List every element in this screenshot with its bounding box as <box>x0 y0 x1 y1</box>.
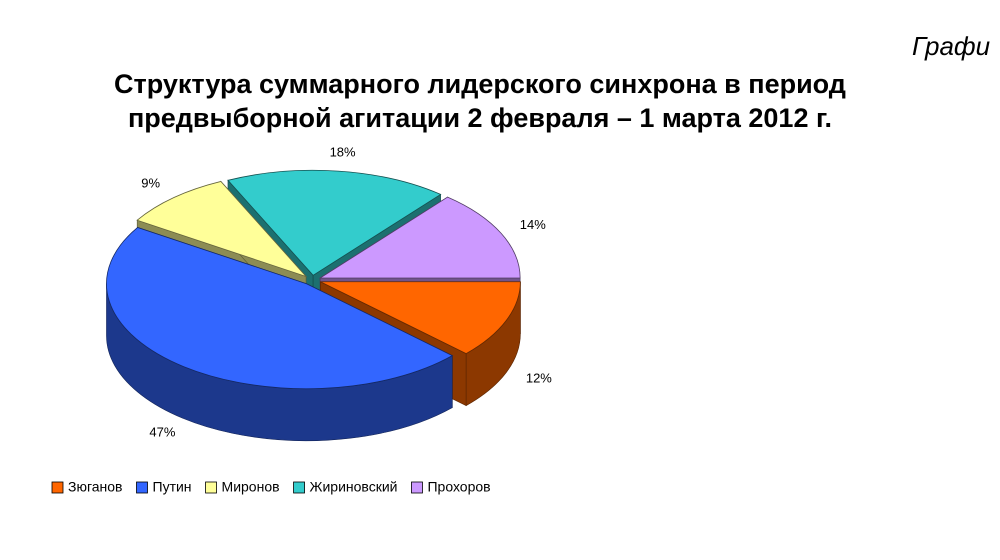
legend-label: Путин <box>153 479 192 495</box>
data-label: 47% <box>149 425 175 440</box>
legend-swatch <box>293 481 305 494</box>
data-label: 12% <box>526 371 552 386</box>
legend-label: Миронов <box>222 479 280 495</box>
slice <box>106 227 454 390</box>
slice <box>136 181 308 278</box>
legend-label: Жириновский <box>310 479 398 495</box>
chart-title: Структура суммарного лидерского синхрона… <box>114 69 846 99</box>
data-label: 14% <box>520 217 546 232</box>
data-label: 18% <box>330 144 356 159</box>
legend-swatch <box>51 481 64 494</box>
legend-swatch <box>136 481 148 494</box>
legend-swatch <box>411 481 423 494</box>
legend-label: Зюганов <box>68 479 123 495</box>
chart-title: предвыборной агитации 2 февраля – 1 март… <box>128 103 832 133</box>
annotation: Графи <box>912 31 990 61</box>
slice <box>227 169 442 276</box>
slice <box>318 196 521 279</box>
legend-swatch <box>205 481 217 494</box>
slice <box>320 281 521 355</box>
legend-label: Прохоров <box>427 479 490 495</box>
data-label: 9% <box>141 175 160 190</box>
